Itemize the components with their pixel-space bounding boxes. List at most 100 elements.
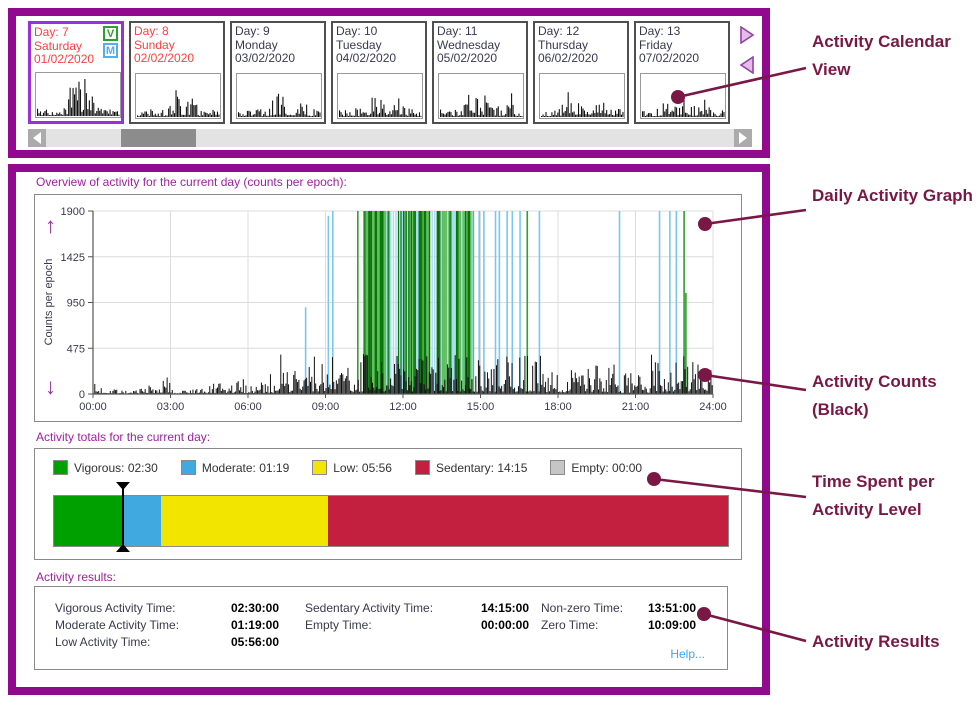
overview-section-label: Overview of activity for the current day… <box>36 175 347 189</box>
day-card-weekday: Wednesday <box>437 38 501 52</box>
day-card-8[interactable]: Day: 8 Sunday 02/02/2020 <box>129 21 225 124</box>
low-swatch-icon <box>312 460 328 475</box>
result-label: Zero Time: <box>541 617 599 632</box>
results-section-label: Activity results: <box>36 570 117 584</box>
legend-item-moderate: Moderate: 01:19 <box>180 460 290 475</box>
bar-segment-sedentary <box>327 496 728 546</box>
bar-segment-moderate <box>124 496 162 546</box>
day-card-9[interactable]: Day: 9 Monday 03/02/2020 <box>230 21 326 124</box>
bar-segment-low <box>161 496 328 546</box>
svg-text:1425: 1425 <box>61 252 85 264</box>
annotation-daily-activity-graph: Daily Activity Graph <box>812 186 973 205</box>
moderate-badge-icon: M <box>103 43 118 58</box>
day-card-weekday: Saturday <box>34 39 83 53</box>
mini-activity-graph <box>539 73 625 119</box>
sedentary-swatch-icon <box>414 460 430 475</box>
result-value: 00:00:00 <box>480 617 529 632</box>
mini-activity-graph <box>640 73 726 119</box>
svg-text:18:00: 18:00 <box>544 401 572 413</box>
svg-text:03:00: 03:00 <box>157 401 185 413</box>
result-value: 14:15:00 <box>480 600 529 615</box>
mini-activity-graph <box>337 73 423 119</box>
legend-item-label: Sedentary: 14:15 <box>435 460 528 475</box>
result-value: 13:51:00 <box>647 600 696 615</box>
svg-text:12:00: 12:00 <box>389 401 417 413</box>
day-card-weekday: Thursday <box>538 38 589 52</box>
previous-days-button[interactable] <box>738 56 756 74</box>
mini-activity-graph <box>236 73 322 119</box>
day-card-13[interactable]: Day: 13 Friday 07/02/2020 <box>634 21 730 124</box>
calendar-scrollbar[interactable] <box>28 129 752 147</box>
svg-text:24:00: 24:00 <box>699 401 727 413</box>
legend-item-empty: Empty: 00:00 <box>550 460 642 475</box>
result-row: Moderate Activity Time: 01:19:00 <box>55 616 279 633</box>
daily-activity-graph-plot: 0 475 950 1425 1900 00:00 03:00 06:00 09:00 12:00… <box>43 206 727 413</box>
calendar-scrollbar-thumb[interactable] <box>121 129 196 147</box>
result-label: Non-zero Time: <box>541 600 624 615</box>
result-label: Empty Time: <box>305 617 372 632</box>
legend-item-vigorous: Vigorous: 02:30 <box>53 460 158 475</box>
result-value: 02:30:00 <box>230 600 279 615</box>
day-card-11[interactable]: Day: 11 Wednesday 05/02/2020 <box>432 21 528 124</box>
results-column-left: Vigorous Activity Time: 02:30:00 Moderate … <box>55 599 279 650</box>
empty-swatch-icon <box>550 460 566 475</box>
legend-item-label: Moderate: 01:19 <box>201 460 290 475</box>
activity-results-box: Vigorous Activity Time: 02:30:00 Moderate … <box>34 586 728 670</box>
vigorous-badge-icon: V <box>103 26 118 41</box>
result-row: Sedentary Activity Time: 14:15:00 <box>305 599 529 616</box>
annotation-time-spent-per-activity-level: Time Spent per Activity Level <box>812 472 935 519</box>
day-card-strip: Day: 7 Saturday 01/02/2020 V M Day: 8 Sunday 02… <box>28 21 730 124</box>
result-row: Vigorous Activity Time: 02:30:00 <box>55 599 279 616</box>
activity-totals-box: Vigorous: 02:30 Moderate: 01:19 Low: 05:56… <box>34 448 742 560</box>
result-label: Moderate Activity Time: <box>55 617 180 632</box>
scroll-right-button[interactable] <box>734 129 752 147</box>
legend-item-label: Vigorous: 02:30 <box>74 460 158 475</box>
scale-down-arrow-icon: ↓ <box>45 374 56 399</box>
scroll-right-icon <box>739 132 747 144</box>
activity-calendar-panel: Day: 7 Saturday 01/02/2020 V M Day: 8 Sunday 02… <box>8 8 770 158</box>
svg-text:09:00: 09:00 <box>312 401 340 413</box>
daily-activity-graph[interactable]: 0 475 950 1425 1900 00:00 03:00 06:00 09:00 12:00… <box>34 194 742 422</box>
result-label: Vigorous Activity Time: <box>55 600 176 615</box>
totals-legend: Vigorous: 02:30 Moderate: 01:19 Low: 05:56… <box>53 460 665 475</box>
legend-item-sedentary: Sedentary: 14:15 <box>414 460 528 475</box>
help-link[interactable]: Help... <box>670 647 705 661</box>
day-card-weekday: Monday <box>235 38 278 52</box>
day-card-day-label: Day: 13 <box>639 25 681 38</box>
day-card-day-label: Day: 12 <box>538 25 580 38</box>
legend-item-label: Empty: 00:00 <box>571 460 643 475</box>
result-label: Sedentary Activity Time: <box>305 600 434 615</box>
day-card-weekday: Friday <box>639 38 673 52</box>
svg-text:00:00: 00:00 <box>79 401 107 413</box>
svg-text:475: 475 <box>67 343 85 355</box>
legend-item-label: Low: 05:56 <box>333 460 392 475</box>
svg-text:0: 0 <box>79 389 85 401</box>
result-value: 05:56:00 <box>230 634 279 649</box>
svg-text:21:00: 21:00 <box>622 401 650 413</box>
next-days-button[interactable] <box>738 26 756 44</box>
moderate-swatch-icon <box>180 460 196 475</box>
annotation-activity-results: Activity Results <box>812 632 940 651</box>
result-row: Zero Time: 10:09:00 <box>541 616 696 633</box>
day-card-day-label: Day: 7 <box>34 26 69 39</box>
bar-time-marker-handle[interactable] <box>115 482 131 552</box>
scroll-left-button[interactable] <box>28 129 46 147</box>
day-card-date: 05/02/2020 <box>437 52 498 65</box>
day-card-date: 02/02/2020 <box>134 52 195 65</box>
day-card-12[interactable]: Day: 12 Thursday 06/02/2020 <box>533 21 629 124</box>
result-row: Non-zero Time: 13:51:00 <box>541 599 696 616</box>
day-card-date: 03/02/2020 <box>235 52 296 65</box>
day-card-day-label: Day: 8 <box>134 25 169 38</box>
result-row: Low Activity Time: 05:56:00 <box>55 633 279 650</box>
svg-text:950: 950 <box>67 298 85 310</box>
mini-activity-graph <box>438 73 524 119</box>
legend-item-low: Low: 05:56 <box>312 460 392 475</box>
annotation-activity-calendar-view: Activity Calendar View <box>812 32 951 79</box>
day-card-7[interactable]: Day: 7 Saturday 01/02/2020 V M <box>28 21 124 124</box>
day-card-date: 04/02/2020 <box>336 52 397 65</box>
day-card-day-label: Day: 10 <box>336 25 378 38</box>
result-value: 10:09:00 <box>647 617 696 632</box>
day-card-10[interactable]: Day: 10 Tuesday 04/02/2020 <box>331 21 427 124</box>
results-column-right: Non-zero Time: 13:51:00 Zero Time: 10:09:00 <box>541 599 696 633</box>
